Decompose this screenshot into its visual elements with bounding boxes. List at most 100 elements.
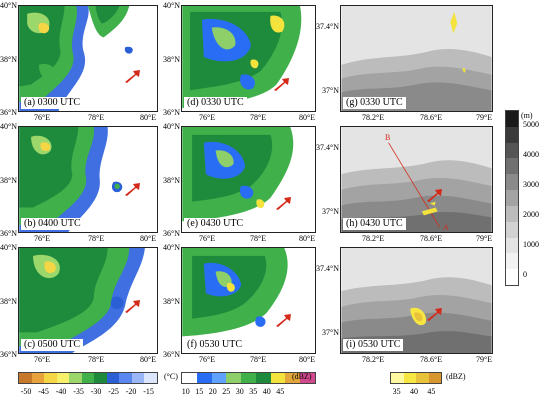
lat-tick: 40°N (0, 1, 17, 10)
red-arrow-icon (427, 189, 442, 202)
lon-tick: 80°E (299, 113, 316, 122)
lon-tick: 78.6°E (420, 355, 443, 364)
colorbar-label: 0 (523, 270, 527, 279)
panel-d-label: (d) 0330 UTC (184, 97, 247, 109)
lon-tick: 79°E (476, 113, 493, 122)
colorbar-label: 15 (195, 387, 204, 396)
colorbar-swatch (506, 205, 518, 222)
colorbar-label: -20 (125, 387, 137, 396)
colorbar-swatch (403, 373, 416, 383)
colorbar-swatch (270, 373, 286, 383)
lon-tick: 78.2°E (362, 355, 385, 364)
lon-tick: 78.2°E (362, 113, 385, 122)
panel-h-label: (h) 0430 UTC (343, 218, 406, 230)
colorbar-label: 35 (392, 387, 401, 396)
lat-tick: 38°N (163, 55, 180, 64)
colorbar-swatch (19, 373, 32, 383)
colorbar-swatch (506, 174, 518, 191)
colorbar-swatch (241, 373, 256, 383)
cross-section-label-a: A (443, 223, 449, 232)
colorbar-label: 1000 (523, 240, 539, 249)
reflectivity-map (182, 248, 315, 353)
red-arrow-icon (276, 314, 291, 327)
colorbar-label: 20 (208, 387, 217, 396)
cross-section-label-b: B (385, 133, 391, 142)
colorbar-swatch (255, 373, 271, 383)
lat-tick: 38°N (0, 297, 17, 306)
panel-b: (b) 0400 UTC (18, 126, 158, 233)
colorbar-label: 30 (235, 387, 244, 396)
colorbar-label: 45 (427, 387, 436, 396)
small-dbz-colorbar (390, 372, 442, 384)
lon-tick: 76°E (199, 355, 216, 364)
colorbar-label: 2000 (523, 210, 539, 219)
red-arrow-icon (125, 183, 140, 196)
lon-tick: 79°E (476, 355, 493, 364)
lon-tick: 78°E (250, 355, 267, 364)
terrain-map (341, 127, 492, 232)
colorbar-swatch (196, 373, 212, 383)
colorbar-label: 35 (249, 387, 258, 396)
lat-tick: 38°N (0, 55, 17, 64)
lat-tick: 36°N (163, 350, 180, 359)
lat-tick: 40°N (163, 122, 180, 131)
colorbar-label: -35 (73, 387, 84, 396)
colorbar-label: -30 (90, 387, 102, 396)
terrain-map (341, 248, 492, 353)
colorbar-swatch (211, 373, 227, 383)
colorbar-swatch (506, 269, 518, 285)
lat-tick: 37°N (322, 207, 339, 216)
colorbar-swatch (56, 373, 70, 383)
colorbar-swatch (144, 373, 157, 383)
panel-e: (e) 0430 UTC (181, 126, 316, 233)
lat-tick: 37°N (322, 328, 339, 337)
colorbar-label: -50 (20, 387, 32, 396)
reflectivity-map (182, 6, 315, 111)
terrain-map (341, 6, 492, 111)
lon-tick: 78°E (88, 355, 105, 364)
colorbar-swatch (106, 373, 120, 383)
lon-tick: 76°E (199, 234, 216, 243)
lon-tick: 78.6°E (420, 113, 443, 122)
colorbar-label: 40 (262, 387, 271, 396)
colorbar-swatch (506, 221, 518, 238)
colorbar-label: 3000 (523, 180, 539, 189)
lat-tick: 38°N (163, 297, 180, 306)
lat-tick: 40°N (163, 1, 180, 10)
lat-tick: 37°N (322, 86, 339, 95)
small-dbz-unit: (dBZ) (446, 372, 466, 381)
terrain-colorbar (505, 110, 519, 286)
panel-g: (g) 0330 UTC (340, 5, 493, 112)
colorbar-label: -25 (108, 387, 119, 396)
colorbar-swatch (119, 373, 132, 383)
colorbar-swatch (506, 190, 518, 206)
colorbar-swatch (506, 253, 518, 270)
colorbar-label: 4000 (523, 150, 539, 159)
lat-tick: 36°N (0, 229, 17, 238)
lat-tick: 36°N (163, 229, 180, 238)
colorbar-swatch (285, 373, 301, 383)
lon-tick: 78°E (88, 234, 105, 243)
lon-tick: 78.6°E (420, 234, 443, 243)
lat-tick: 38°N (0, 176, 17, 185)
colorbar-swatch (226, 373, 242, 383)
colorbar-swatch (131, 373, 145, 383)
red-arrow-icon (274, 78, 289, 91)
lon-tick: 78.2°E (362, 234, 385, 243)
colorbar-swatch (416, 373, 429, 383)
lon-tick: 76°E (34, 113, 51, 122)
colorbar-label: -45 (38, 387, 49, 396)
lat-tick: 38°N (163, 176, 180, 185)
colorbar-label: 5000 (523, 120, 539, 129)
panel-e-label: (e) 0430 UTC (184, 218, 247, 230)
terrain-unit: (m) (521, 111, 533, 120)
lon-tick: 76°E (199, 113, 216, 122)
lon-tick: 79°E (476, 234, 493, 243)
lon-tick: 76°E (34, 234, 51, 243)
colorbar-label: 25 (222, 387, 231, 396)
red-arrow-icon (125, 70, 140, 83)
lat-tick: 40°N (0, 122, 17, 131)
reflectivity-map (182, 127, 315, 232)
lat-tick: 37.4°N (316, 22, 339, 31)
lon-tick: 76°E (34, 355, 51, 364)
